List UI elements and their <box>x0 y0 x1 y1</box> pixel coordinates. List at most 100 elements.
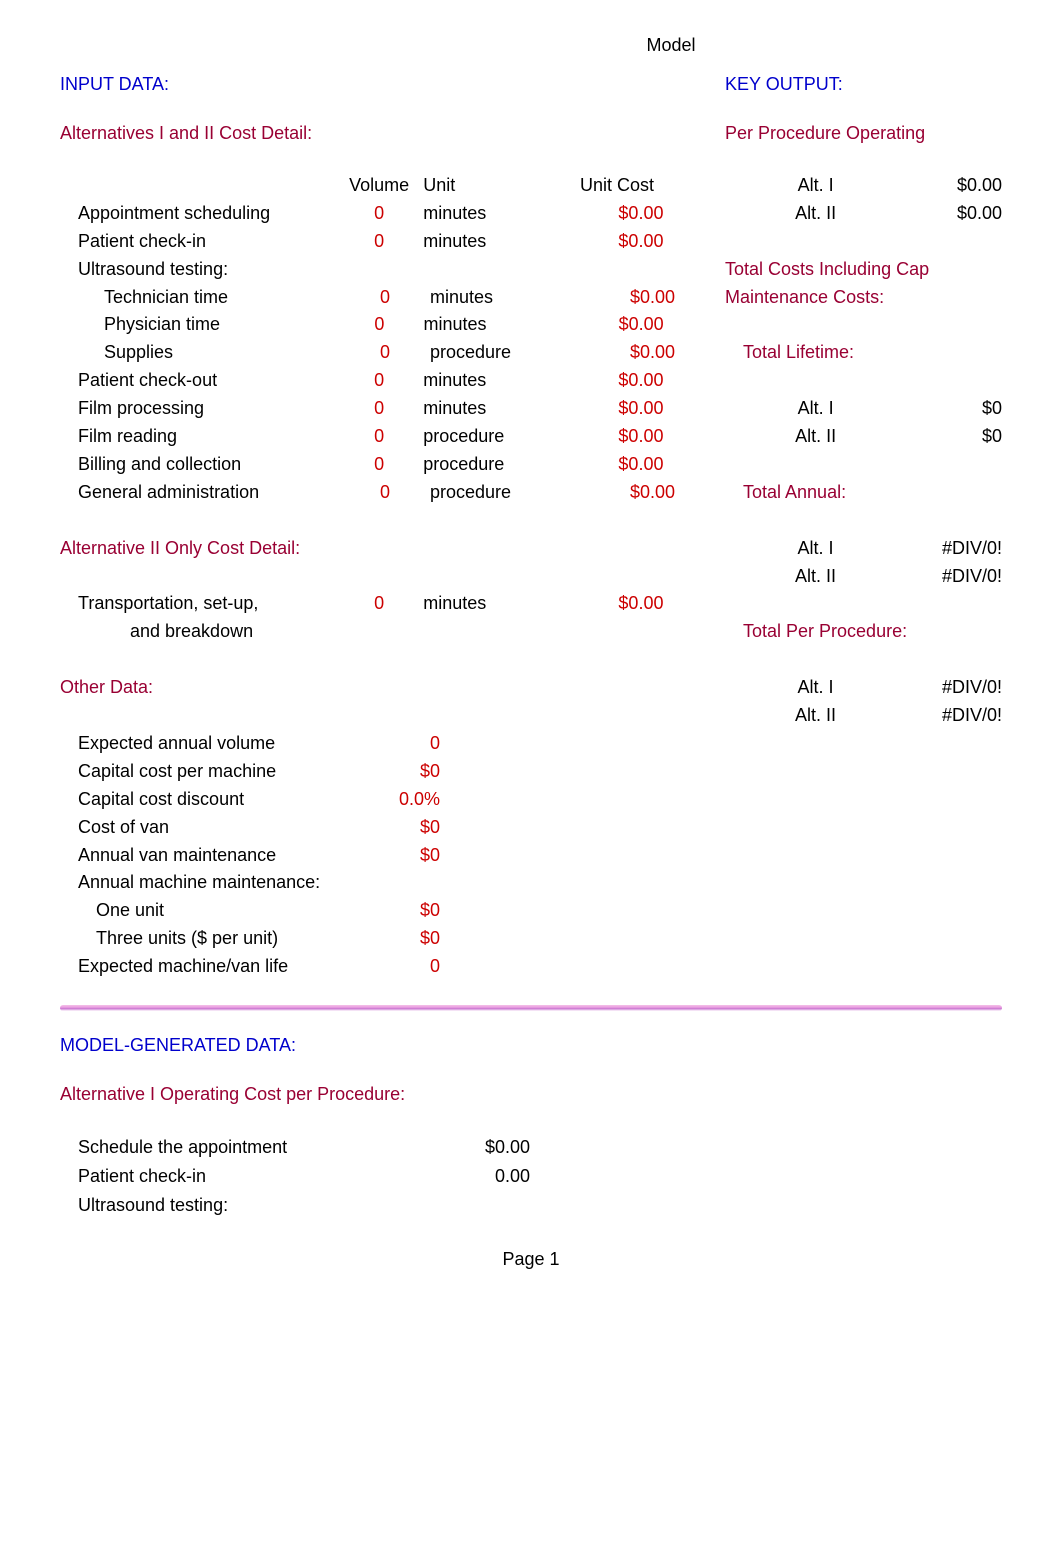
input-label: Patient check-out <box>60 367 335 395</box>
input-cost: $0.00 <box>561 423 674 451</box>
input-vol: 0 <box>335 200 423 228</box>
input-vol: 0 <box>340 284 430 312</box>
other-label: Expected annual volume <box>60 730 360 758</box>
input-vol: 0 <box>340 479 430 507</box>
model-gen-row: Patient check-in 0.00 <box>60 1162 1002 1191</box>
input-cost: $0.00 <box>570 284 685 312</box>
input-unit: minutes <box>423 228 560 256</box>
input-cost: $0.00 <box>570 339 685 367</box>
input-unit: minutes <box>423 395 560 423</box>
page-container: Model INPUT DATA: KEY OUTPUT: Alternativ… <box>0 0 1062 1310</box>
input-label: Billing and collection <box>60 451 335 479</box>
input-label: Patient check-in <box>60 228 335 256</box>
input-unit: procedure <box>423 423 560 451</box>
other-row: Annual van maintenance $0 <box>60 842 1002 870</box>
total-lifetime-label: Total Lifetime: <box>725 339 1002 367</box>
alternatives-detail-header: Alternatives I and II Cost Detail: <box>60 123 725 144</box>
input-row: Patient check-in 0 minutes $0.00 <box>60 228 1002 256</box>
per-procedure-header: Per Procedure Operating <box>725 123 1002 144</box>
input-row: General administration 0 procedure $0.00… <box>60 479 1002 507</box>
input-label: Technician time <box>60 284 340 312</box>
input-row: Technician time 0 minutes $0.00 Maintena… <box>60 284 1002 312</box>
input-cost: $0.00 <box>570 479 685 507</box>
input-label: General administration <box>60 479 340 507</box>
input-row: Physician time 0 minutes $0.00 <box>60 311 1002 339</box>
total-costs-cap-label: Total Costs Including Cap <box>725 256 1002 284</box>
input-cost <box>570 256 685 284</box>
model-gen-row: Schedule the appointment $0.00 <box>60 1133 1002 1162</box>
other-row: Expected machine/van life 0 <box>60 953 1002 981</box>
other-label: One unit <box>60 897 360 925</box>
model-gen-row: Ultrasound testing: <box>60 1191 1002 1220</box>
annual-alt2-val: #DIV/0! <box>919 563 1002 591</box>
alt2-breakdown-row: and breakdown Total Per Procedure: <box>60 618 1002 646</box>
input-unit: procedure <box>430 339 570 367</box>
other-row: Capital cost discount 0.0% <box>60 786 1002 814</box>
alt2-label2: and breakdown <box>60 618 725 646</box>
other-val <box>360 869 440 897</box>
other-row: Cost of van $0 <box>60 814 1002 842</box>
other-label: Expected machine/van life <box>60 953 360 981</box>
input-row: Supplies 0 procedure $0.00 Total Lifetim… <box>60 339 1002 367</box>
proc-alt2-label: Alt. II <box>713 702 919 730</box>
key-alt1-val: $0.00 <box>919 172 1002 200</box>
other-val: $0 <box>360 814 440 842</box>
input-vol: 0 <box>335 228 423 256</box>
other-val: $0 <box>360 897 440 925</box>
subheader-row: Alternatives I and II Cost Detail: Per P… <box>60 123 1002 144</box>
other-row: Annual machine maintenance: <box>60 869 1002 897</box>
other-val: 0 <box>360 953 440 981</box>
input-data-header: INPUT DATA: <box>60 74 725 95</box>
maintenance-costs-label: Maintenance Costs: <box>725 284 1002 312</box>
input-vol: 0 <box>335 451 423 479</box>
total-annual-label: Total Annual: <box>725 479 1002 507</box>
lifetime-alt2-val: $0 <box>919 423 1002 451</box>
other-row: Capital cost per machine $0 <box>60 758 1002 786</box>
other-row: Three units ($ per unit) $0 <box>60 925 1002 953</box>
input-vol: 0 <box>335 311 423 339</box>
total-per-procedure-label: Total Per Procedure: <box>725 618 1002 646</box>
mg-val <box>410 1191 530 1220</box>
alt2-label1: Transportation, set-up, <box>60 590 335 618</box>
input-unit: minutes <box>423 200 560 228</box>
lifetime-alt2-label: Alt. II <box>713 423 919 451</box>
alt2-unit: minutes <box>423 590 560 618</box>
annual-alt1-label: Alt. I <box>713 535 919 563</box>
input-row: Billing and collection 0 procedure $0.00 <box>60 451 1002 479</box>
input-unit: minutes <box>430 284 570 312</box>
col-header-unit-cost: Unit Cost <box>561 172 674 200</box>
annual-alt2-row: Alt. II #DIV/0! <box>60 563 1002 591</box>
input-label: Film reading <box>60 423 335 451</box>
mg-label: Patient check-in <box>60 1162 410 1191</box>
other-val: $0 <box>360 925 440 953</box>
input-vol: 0 <box>335 367 423 395</box>
other-label: Annual van maintenance <box>60 842 360 870</box>
input-label: Appointment scheduling <box>60 200 335 228</box>
input-cost: $0.00 <box>561 228 674 256</box>
column-header-row: Volume Unit Unit Cost Alt. I $0.00 <box>60 172 1002 200</box>
input-label: Film processing <box>60 395 335 423</box>
input-unit: procedure <box>423 451 560 479</box>
doc-title: Model <box>60 35 1002 56</box>
mg-label: Ultrasound testing: <box>60 1191 410 1220</box>
alt2-transport-row: Transportation, set-up, 0 minutes $0.00 <box>60 590 1002 618</box>
input-cost: $0.00 <box>561 311 674 339</box>
input-cost: $0.00 <box>561 395 674 423</box>
alt1-operating-header: Alternative I Operating Cost per Procedu… <box>60 1084 1002 1105</box>
input-row: Patient check-out 0 minutes $0.00 <box>60 367 1002 395</box>
other-data-header: Other Data: <box>60 674 713 702</box>
other-val: 0 <box>360 730 440 758</box>
other-label: Annual machine maintenance: <box>60 869 360 897</box>
other-label: Three units ($ per unit) <box>60 925 360 953</box>
input-unit: minutes <box>423 367 560 395</box>
alt2-vol: 0 <box>335 590 423 618</box>
input-cost: $0.00 <box>561 367 674 395</box>
input-vol: 0 <box>335 423 423 451</box>
mg-val: $0.00 <box>410 1133 530 1162</box>
input-cost: $0.00 <box>561 451 674 479</box>
proc-alt1-label: Alt. I <box>713 674 919 702</box>
mg-val: 0.00 <box>410 1162 530 1191</box>
proc-alt2-row: Alt. II #DIV/0! <box>60 702 1002 730</box>
key-alt2-val: $0.00 <box>919 200 1002 228</box>
model-generated-header: MODEL-GENERATED DATA: <box>60 1035 1002 1056</box>
